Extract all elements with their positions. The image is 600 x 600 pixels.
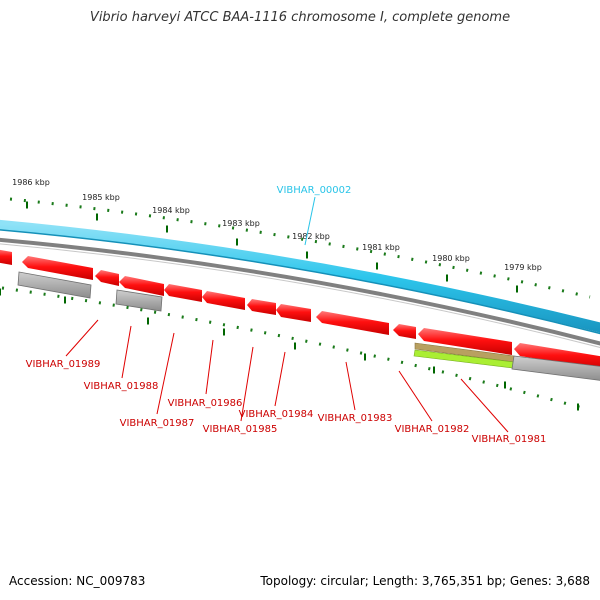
leader-line [460, 378, 509, 433]
grey-feature[interactable] [17, 271, 92, 299]
gene-label-forward[interactable]: VIBHAR_00002 [277, 185, 352, 196]
scale-label: 1982 kbp [292, 232, 330, 241]
gene-label[interactable]: VIBHAR_01988 [84, 381, 159, 392]
gene-label[interactable]: VIBHAR_01986 [168, 398, 243, 409]
gene-label[interactable]: VIBHAR_01985 [203, 424, 278, 435]
grey-feature[interactable] [511, 355, 600, 381]
scale-label: 1986 kbp [12, 178, 50, 187]
scale-label: 1979 kbp [504, 263, 542, 272]
scale-label: 1981 kbp [362, 243, 400, 252]
cds-arrow[interactable] [514, 343, 600, 370]
gene-label[interactable]: VIBHAR_01984 [239, 409, 314, 420]
reverse-cds-track [0, 249, 600, 370]
cds-arrow[interactable] [418, 328, 512, 355]
accession-label: Accession: NC_009783 [9, 574, 146, 588]
forward-leader-line [304, 196, 316, 246]
grey-feature[interactable] [115, 289, 163, 312]
major-ticks-outer [26, 201, 518, 293]
leader-line [274, 351, 286, 407]
scale-label: 1980 kbp [432, 254, 470, 263]
leader-line [205, 339, 214, 395]
scale-label: 1985 kbp [82, 193, 120, 202]
backbone-line [0, 237, 600, 346]
reverse-leader-lines [65, 319, 509, 433]
leader-line [156, 332, 175, 415]
cds-arrow[interactable] [119, 276, 164, 296]
cds-arrow[interactable] [164, 284, 202, 302]
cds-arrow[interactable] [95, 270, 119, 286]
cds-arrow[interactable] [22, 256, 93, 280]
map-title: Vibrio harveyi ATCC BAA-1116 chromosome … [89, 10, 511, 25]
reverse-gene-labels: VIBHAR_01989 VIBHAR_01988 VIBHAR_01987 V… [26, 359, 547, 445]
gene-label[interactable]: VIBHAR_01981 [472, 434, 547, 445]
leader-line [398, 370, 433, 422]
cds-arrow[interactable] [247, 299, 276, 315]
minor-ticks-inner [1, 286, 591, 412]
cds-arrow[interactable] [393, 324, 416, 339]
forward-strand-gene[interactable] [0, 219, 600, 333]
backbone-shadow [0, 243, 600, 348]
leader-line [65, 319, 99, 357]
gene-label[interactable]: VIBHAR_01983 [318, 413, 393, 424]
scale-labels: 1986 kbp 1985 kbp 1984 kbp 1983 kbp 1982 kbp… [12, 178, 542, 272]
major-ticks-inner [0, 288, 579, 411]
other-features-track [17, 271, 600, 381]
gene-label[interactable]: VIBHAR_01987 [120, 418, 195, 429]
leader-line [240, 346, 254, 422]
scale-label: 1984 kbp [152, 206, 190, 215]
leader-line [121, 325, 132, 379]
cds-arrow[interactable] [316, 311, 389, 335]
gene-label[interactable]: VIBHAR_01982 [395, 424, 470, 435]
forward-strand-edge [0, 229, 600, 335]
cds-arrow[interactable] [276, 304, 311, 322]
leader-line [345, 361, 356, 411]
gene-label[interactable]: VIBHAR_01989 [26, 359, 101, 370]
cds-arrow[interactable] [0, 249, 12, 265]
genome-summary: Topology: circular; Length: 3,765,351 bp… [260, 574, 590, 588]
cds-arrow[interactable] [202, 291, 245, 310]
scale-label: 1983 kbp [222, 219, 260, 228]
